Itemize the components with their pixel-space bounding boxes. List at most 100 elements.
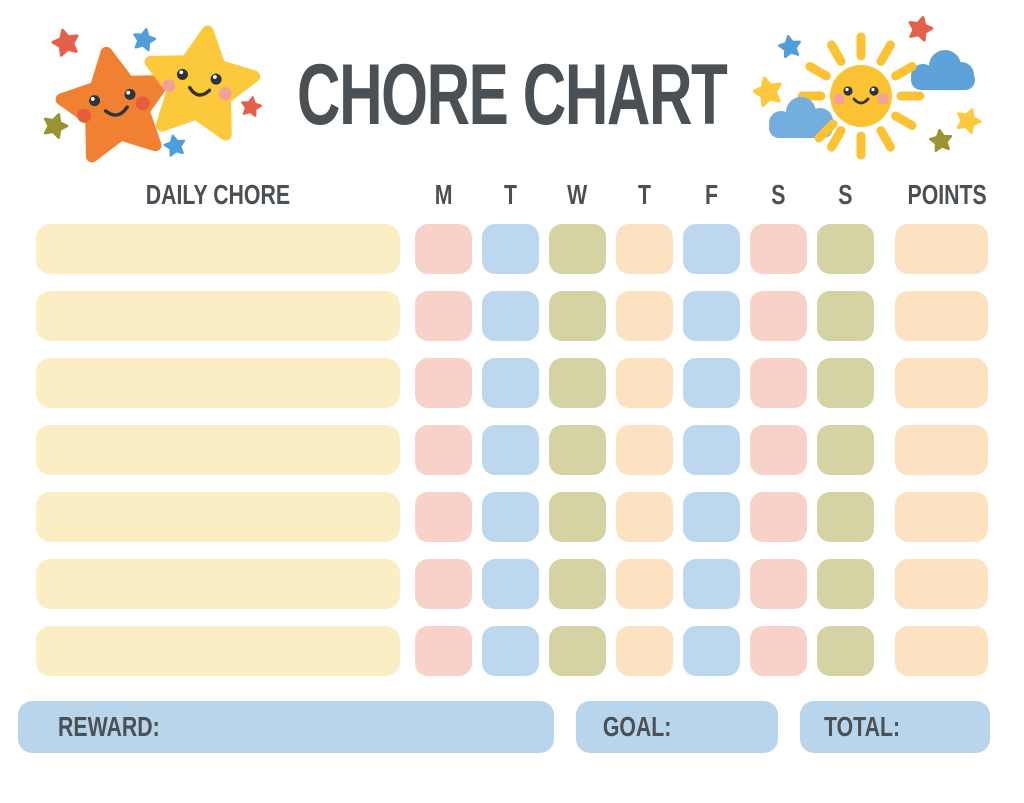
day-cell-r2-c5[interactable] bbox=[683, 291, 740, 341]
day-cell-r1-c3[interactable] bbox=[549, 224, 606, 274]
chore-row-4 bbox=[36, 425, 988, 475]
column-header-day-3: W bbox=[567, 179, 588, 210]
day-cell-r3-c3[interactable] bbox=[549, 358, 606, 408]
day-cell-r3-c4[interactable] bbox=[616, 358, 673, 408]
day-cell-r4-c1[interactable] bbox=[415, 425, 472, 475]
reward-label: REWARD: bbox=[58, 711, 160, 742]
day-cell-r5-c1[interactable] bbox=[415, 492, 472, 542]
day-cell-r5-c4[interactable] bbox=[616, 492, 673, 542]
total-label: TOTAL: bbox=[824, 711, 901, 742]
day-cell-r7-c1[interactable] bbox=[415, 626, 472, 676]
day-cell-r1-c7[interactable] bbox=[817, 224, 874, 274]
day-cell-r3-c6[interactable] bbox=[750, 358, 807, 408]
goal-label: GOAL: bbox=[602, 711, 672, 742]
column-header-day-1: M bbox=[434, 179, 453, 210]
day-cell-r5-c3[interactable] bbox=[549, 492, 606, 542]
chore-row-5 bbox=[36, 492, 988, 542]
day-cell-r5-c2[interactable] bbox=[482, 492, 539, 542]
goal-field[interactable]: GOAL: bbox=[576, 701, 778, 753]
column-header-points: POINTS bbox=[907, 179, 987, 210]
day-cell-r2-c2[interactable] bbox=[482, 291, 539, 341]
chore-name-field-3[interactable] bbox=[36, 358, 400, 408]
mini-star-blue-icon bbox=[130, 25, 158, 53]
day-cell-r1-c5[interactable] bbox=[683, 224, 740, 274]
sun-face bbox=[833, 86, 889, 105]
day-cell-r4-c3[interactable] bbox=[549, 425, 606, 475]
day-cell-r6-c2[interactable] bbox=[482, 559, 539, 609]
column-header-daily-chore: DAILY CHORE bbox=[145, 179, 291, 210]
day-cell-r6-c1[interactable] bbox=[415, 559, 472, 609]
day-cell-r4-c2[interactable] bbox=[482, 425, 539, 475]
yellow-star-icon bbox=[142, 24, 259, 137]
day-cell-r4-c4[interactable] bbox=[616, 425, 673, 475]
day-cell-r4-c7[interactable] bbox=[817, 425, 874, 475]
chore-row-2 bbox=[36, 291, 988, 341]
mini-star-red-icon bbox=[905, 14, 936, 43]
points-cell-r4[interactable] bbox=[895, 425, 988, 475]
chore-name-field-4[interactable] bbox=[36, 425, 400, 475]
total-field[interactable]: TOTAL: bbox=[800, 701, 990, 753]
day-cell-r2-c7[interactable] bbox=[817, 291, 874, 341]
chore-name-field-5[interactable] bbox=[36, 492, 400, 542]
day-cell-r7-c7[interactable] bbox=[817, 626, 874, 676]
chore-name-field-6[interactable] bbox=[36, 559, 400, 609]
day-cell-r7-c3[interactable] bbox=[549, 626, 606, 676]
day-cell-r1-c4[interactable] bbox=[616, 224, 673, 274]
column-header-day-2: T bbox=[503, 179, 517, 210]
day-cell-r2-c1[interactable] bbox=[415, 291, 472, 341]
day-cell-r6-c3[interactable] bbox=[549, 559, 606, 609]
day-cell-r1-c6[interactable] bbox=[750, 224, 807, 274]
chore-row-3 bbox=[36, 358, 988, 408]
column-header-day-7: S bbox=[838, 179, 853, 210]
points-cell-r1[interactable] bbox=[895, 224, 988, 274]
points-cell-r2[interactable] bbox=[895, 291, 988, 341]
day-cell-r1-c1[interactable] bbox=[415, 224, 472, 274]
page-title: CHORE CHART bbox=[297, 47, 728, 143]
points-cell-r3[interactable] bbox=[895, 358, 988, 408]
sun-icon bbox=[797, 32, 925, 160]
day-cell-r6-c7[interactable] bbox=[817, 559, 874, 609]
cloud-back-icon bbox=[911, 50, 975, 90]
day-cell-r3-c2[interactable] bbox=[482, 358, 539, 408]
day-cell-r3-c5[interactable] bbox=[683, 358, 740, 408]
day-cell-r6-c6[interactable] bbox=[750, 559, 807, 609]
day-cell-r7-c2[interactable] bbox=[482, 626, 539, 676]
chore-row-7 bbox=[36, 626, 988, 676]
star-face bbox=[162, 68, 232, 101]
stars-decoration bbox=[39, 10, 278, 175]
points-cell-r7[interactable] bbox=[895, 626, 988, 676]
day-cell-r6-c4[interactable] bbox=[616, 559, 673, 609]
chore-row-6 bbox=[36, 559, 988, 609]
sun-ray-over-cloud bbox=[814, 119, 838, 143]
points-cell-r5[interactable] bbox=[895, 492, 988, 542]
day-cell-r2-c6[interactable] bbox=[750, 291, 807, 341]
day-cell-r3-c1[interactable] bbox=[415, 358, 472, 408]
day-cell-r7-c6[interactable] bbox=[750, 626, 807, 676]
column-header-day-5: F bbox=[704, 179, 718, 210]
day-cell-r4-c6[interactable] bbox=[750, 425, 807, 475]
chore-name-field-2[interactable] bbox=[36, 291, 400, 341]
day-cell-r1-c2[interactable] bbox=[482, 224, 539, 274]
chore-row-1 bbox=[36, 224, 988, 274]
day-cell-r2-c4[interactable] bbox=[616, 291, 673, 341]
day-cell-r7-c5[interactable] bbox=[683, 626, 740, 676]
day-cell-r5-c5[interactable] bbox=[683, 492, 740, 542]
chore-name-field-1[interactable] bbox=[36, 224, 400, 274]
points-cell-r6[interactable] bbox=[895, 559, 988, 609]
day-cell-r6-c5[interactable] bbox=[683, 559, 740, 609]
table-header: DAILY CHORE M T W T F S S POINTS bbox=[36, 176, 988, 214]
sun-clouds-decoration bbox=[753, 14, 985, 160]
column-header-day-4: T bbox=[637, 179, 651, 210]
day-cell-r2-c3[interactable] bbox=[549, 291, 606, 341]
day-cell-r5-c6[interactable] bbox=[750, 492, 807, 542]
day-cell-r4-c5[interactable] bbox=[683, 425, 740, 475]
sun-rays bbox=[797, 32, 925, 160]
column-header-day-6: S bbox=[771, 179, 786, 210]
day-cell-r7-c4[interactable] bbox=[616, 626, 673, 676]
reward-field[interactable]: REWARD: bbox=[18, 701, 554, 753]
day-cell-r5-c7[interactable] bbox=[817, 492, 874, 542]
day-cell-r3-c7[interactable] bbox=[817, 358, 874, 408]
chore-name-field-7[interactable] bbox=[36, 626, 400, 676]
